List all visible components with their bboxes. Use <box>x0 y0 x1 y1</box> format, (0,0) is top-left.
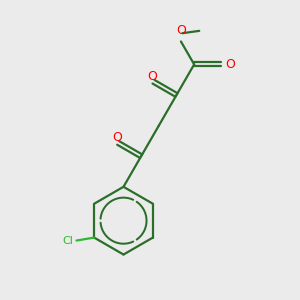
Text: O: O <box>176 24 186 37</box>
Text: O: O <box>112 131 122 144</box>
Text: Cl: Cl <box>63 236 74 245</box>
Text: O: O <box>147 70 157 83</box>
Text: O: O <box>225 58 235 71</box>
